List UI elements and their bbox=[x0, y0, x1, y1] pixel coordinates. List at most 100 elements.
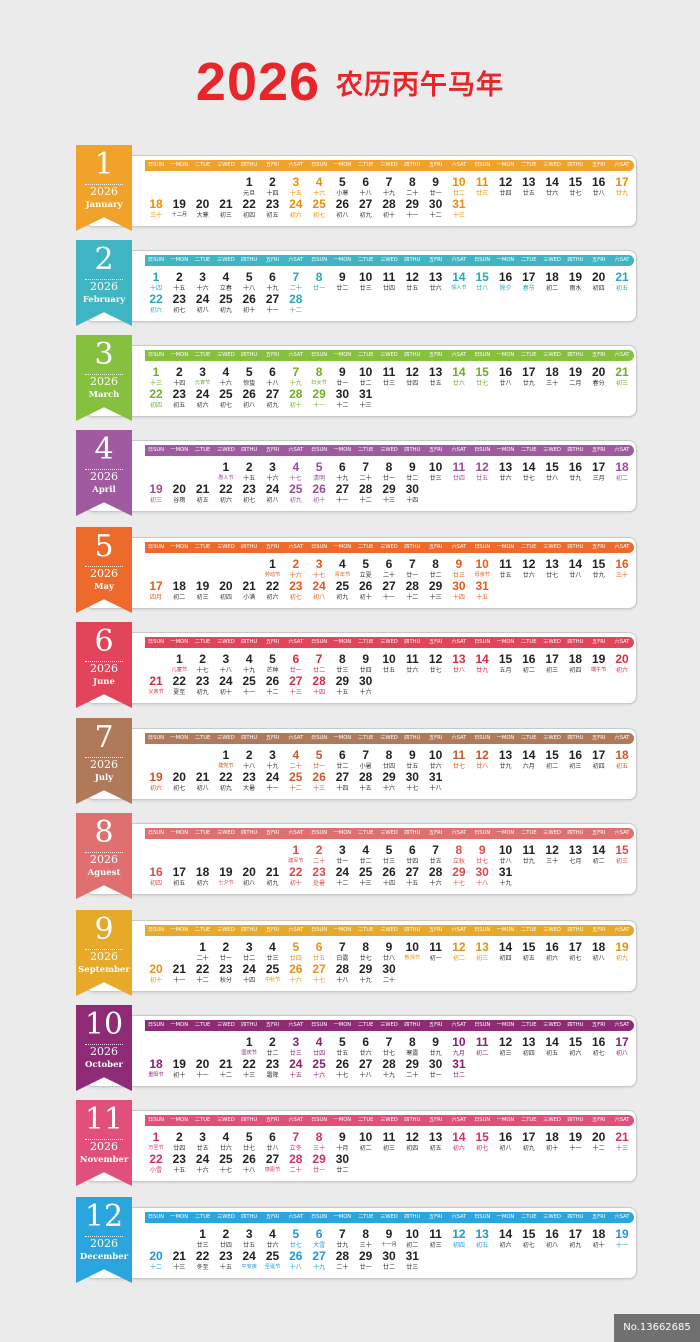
solar-date: 30 bbox=[382, 1249, 396, 1263]
weekday-label: 六SAT bbox=[614, 544, 630, 550]
ribbon-divider bbox=[85, 279, 123, 280]
day-cell: 21 初五 bbox=[611, 271, 633, 298]
solar-date: 27 bbox=[265, 292, 280, 306]
lunar-date: 七月 bbox=[569, 858, 582, 865]
solar-date: 31 bbox=[428, 770, 443, 784]
weekday-label: 二TUE bbox=[357, 830, 374, 836]
weekday-label: 五FRI bbox=[592, 1214, 606, 1220]
lunar-date: 寒露 bbox=[406, 1050, 419, 1057]
lunar-date: 十一 bbox=[615, 1242, 628, 1249]
solar-date: 11 bbox=[499, 557, 512, 571]
lunar-date: 廿九 bbox=[615, 190, 628, 197]
solar-date: 22 bbox=[219, 482, 233, 496]
day-cell: 15 初六 bbox=[564, 1036, 586, 1063]
weekday-label: 六SAT bbox=[288, 927, 304, 933]
weekday-label: 五FRI bbox=[428, 639, 443, 645]
day-cell: 12 三十 bbox=[541, 844, 563, 871]
day-cell: 14 六月 bbox=[518, 749, 540, 776]
lunar-date: 初八 bbox=[313, 594, 326, 601]
day-cell: 5 清明 bbox=[308, 461, 330, 488]
lunar-date: 十六 bbox=[196, 285, 209, 292]
day-cell: 12 初四 bbox=[401, 1131, 423, 1158]
lunar-date: 五月 bbox=[499, 667, 512, 674]
weekday-label: 三WED bbox=[543, 162, 561, 168]
weekday-label: 一MON bbox=[333, 735, 352, 741]
lunar-date: 廿二 bbox=[359, 380, 372, 387]
title-subtitle: 农历丙午马年 bbox=[336, 69, 505, 101]
lunar-date: 十月 bbox=[336, 1145, 349, 1152]
day-cell: 8 三十 bbox=[308, 1131, 330, 1158]
weekday-label: 五FRI bbox=[265, 544, 280, 550]
solar-date: 1 bbox=[245, 175, 253, 189]
lunar-date: 初十 bbox=[243, 307, 256, 314]
lunar-date: 感恩节 bbox=[264, 1167, 281, 1173]
day-cell: 1 儿童节 bbox=[168, 653, 190, 680]
solar-date: 15 bbox=[475, 270, 489, 284]
lunar-date: 十六 bbox=[289, 572, 302, 579]
day-cell: 1 十四 bbox=[145, 271, 167, 298]
solar-date: 13 bbox=[452, 652, 466, 666]
lunar-date: 十一 bbox=[173, 977, 186, 984]
lunar-date: 十七 bbox=[336, 1072, 349, 1079]
day-cell: 26 十二 bbox=[262, 675, 284, 702]
solar-date: 9 bbox=[362, 652, 370, 666]
month-year: 2026 bbox=[90, 470, 118, 483]
day-cell: 26 初十 bbox=[308, 483, 330, 510]
weekday-label: 五FRI bbox=[265, 257, 280, 263]
month-ribbon: 4 2026 April bbox=[76, 430, 132, 516]
lunar-date: 三月 bbox=[592, 475, 605, 482]
day-cell: 7 立冬 bbox=[285, 1131, 307, 1158]
weekday-label: 六SAT bbox=[288, 1214, 304, 1220]
lunar-date: 初三 bbox=[219, 212, 232, 219]
month-block: 日SUN 一MON 二TUE 三WED 四THU 五FRI 六SAT 日SUN 一MON 二TUE… bbox=[0, 813, 700, 899]
day-cell: 13 廿六 bbox=[425, 271, 447, 298]
weekday-label: 六SAT bbox=[614, 639, 630, 645]
day-cell: 13 初三 bbox=[471, 941, 493, 968]
solar-date: 21 bbox=[219, 197, 233, 211]
weekday-label: 四THU bbox=[567, 544, 584, 550]
weekday-label: 二TUE bbox=[194, 639, 211, 645]
day-cell: 21 十三 bbox=[611, 1131, 633, 1158]
lunar-date: 廿二 bbox=[336, 285, 349, 292]
day-cell: 9 廿八 bbox=[378, 941, 400, 968]
day-cell: 11 廿三 bbox=[378, 366, 400, 393]
lunar-date: 廿二 bbox=[452, 1072, 465, 1079]
month-block: 日SUN 一MON 二TUE 三WED 四THU 五FRI 六SAT 日SUN 一MON 二TUE… bbox=[0, 718, 700, 804]
lunar-date: 夏至 bbox=[173, 689, 186, 696]
weekday-label: 三WED bbox=[217, 447, 235, 453]
solar-date: 4 bbox=[292, 748, 300, 762]
solar-date: 14 bbox=[522, 460, 536, 474]
day-cell: 25 十二 bbox=[285, 771, 307, 798]
lunar-date: 十八 bbox=[289, 1264, 302, 1271]
solar-date: 15 bbox=[475, 1130, 489, 1144]
day-cell: 5 廿七 bbox=[238, 1131, 260, 1158]
day-cell: 12 廿五 bbox=[401, 271, 423, 298]
lunar-date: 建军节 bbox=[288, 858, 304, 864]
solar-date: 2 bbox=[269, 175, 276, 189]
solar-date: 5 bbox=[315, 748, 323, 762]
solar-date: 18 bbox=[568, 652, 583, 666]
solar-date: 7 bbox=[292, 1130, 300, 1144]
day-cell: 30 廿二 bbox=[378, 1250, 400, 1277]
lunar-date: 立春 bbox=[219, 285, 232, 292]
day-cell: 10 初二 bbox=[401, 1228, 423, 1255]
lunar-date: 初十 bbox=[359, 594, 372, 601]
day-cell: 10 教师节 bbox=[401, 941, 423, 968]
weekday-label: 三WED bbox=[217, 735, 235, 741]
lunar-date: 二月 bbox=[569, 380, 582, 387]
lunar-date: 十二 bbox=[289, 785, 302, 792]
lunar-date: 廿二 bbox=[429, 572, 442, 579]
day-cell: 5 惊蛰 bbox=[238, 366, 260, 393]
lunar-date: 十九 bbox=[289, 380, 302, 387]
lunar-date: 廿七 bbox=[382, 1050, 395, 1057]
day-cell: 21 初三 bbox=[611, 366, 633, 393]
solar-date: 13 bbox=[545, 557, 559, 571]
day-cell: 12 廿六 bbox=[518, 558, 540, 585]
lunar-date: 廿二 bbox=[359, 858, 372, 865]
solar-date: 26 bbox=[382, 865, 396, 879]
solar-date: 18 bbox=[149, 1057, 163, 1071]
weekday-label: 一MON bbox=[170, 544, 189, 550]
lunar-date: 十四 bbox=[266, 190, 279, 197]
day-cell: 8 妇女节 bbox=[308, 366, 330, 393]
day-cell: 15 廿八 bbox=[471, 271, 493, 298]
